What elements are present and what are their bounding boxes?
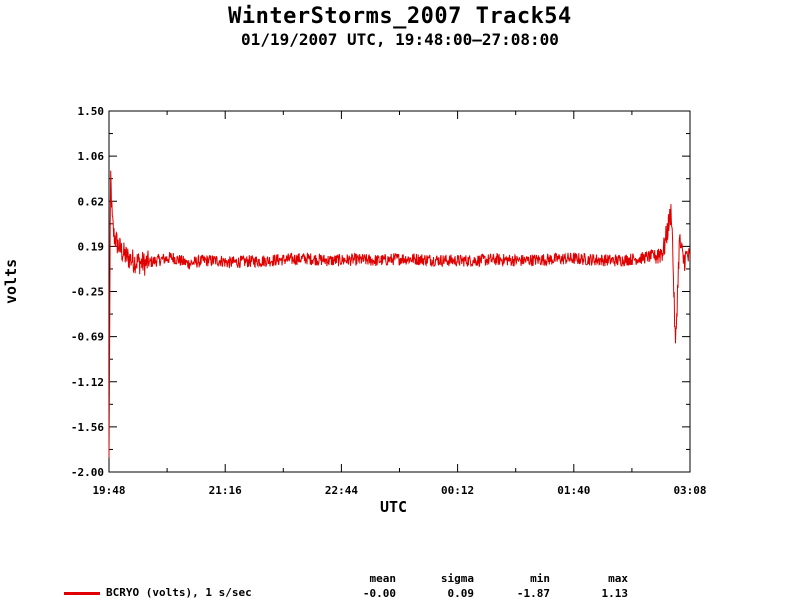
- y-tick-label: -0.25: [71, 286, 104, 299]
- stats-header-mean: mean: [369, 572, 397, 585]
- x-tick-label: 00:12: [441, 484, 474, 497]
- stats-value-mean: -0.00: [362, 587, 396, 600]
- stats-header-max: max: [608, 572, 628, 585]
- x-tick-label: 21:16: [209, 484, 242, 497]
- stats-value-sigma: 0.09: [447, 587, 475, 600]
- legend-label: BCRYO (volts), 1 s/sec: [106, 586, 252, 599]
- x-tick-label: 01:40: [557, 484, 590, 497]
- y-tick-label: -0.69: [71, 331, 104, 344]
- y-tick-label: -1.56: [71, 421, 104, 434]
- series-line-bcryo: [108, 170, 691, 458]
- legend: BCRYO (volts), 1 s/sec: [64, 586, 252, 599]
- chart-subtitle: 01/19/2007 UTC, 19:48:00–27:08:00: [241, 30, 559, 49]
- x-tick-label: 22:44: [325, 484, 358, 497]
- x-tick-label: 19:48: [92, 484, 125, 497]
- stats-value-max: 1.13: [601, 587, 629, 600]
- plot-frame: [108, 110, 691, 473]
- y-tick-label: 1.50: [78, 105, 105, 118]
- y-tick-label: 1.06: [78, 150, 105, 163]
- x-tick-label: 03:08: [673, 484, 706, 497]
- y-tick-label: 0.19: [78, 240, 105, 253]
- y-tick-label: 0.62: [78, 195, 105, 208]
- y-tick-label: -2.00: [71, 466, 104, 479]
- chart-title: WinterStorms_2007 Track54: [228, 4, 572, 29]
- stats-header-min: min: [530, 572, 550, 585]
- stats-header-sigma: sigma: [440, 572, 474, 585]
- x-axis-label: UTC: [380, 498, 408, 516]
- y-tick-label: -1.12: [71, 376, 104, 389]
- stats-value-min: -1.87: [516, 587, 550, 600]
- legend-swatch: [64, 591, 100, 595]
